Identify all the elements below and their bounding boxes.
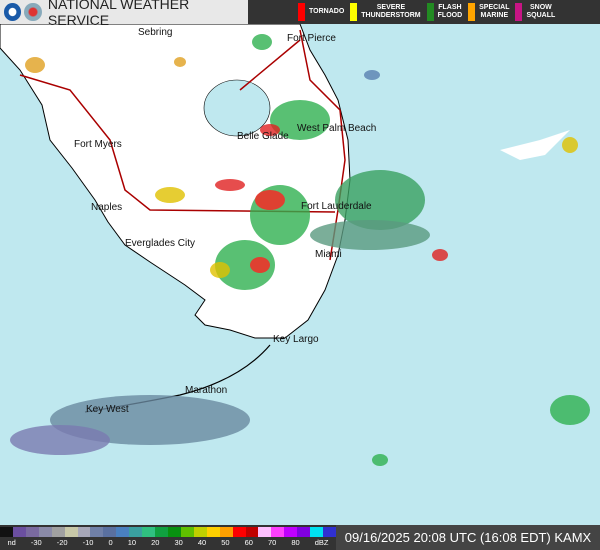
legend-swatch: [0, 527, 13, 537]
nws-logo: [24, 3, 42, 21]
warning-swatch: [468, 3, 476, 21]
legend-swatch: [258, 527, 272, 537]
legend-tick: -10: [82, 538, 94, 547]
legend-tick: 40: [197, 538, 207, 547]
radar-echo: [372, 454, 388, 466]
legend-tick: -30: [30, 538, 42, 547]
dbz-legend: nd -30 -20 -10 0 10 20 30 40 50 60 70 80 dBZ: [0, 525, 336, 550]
radar-echo: [562, 137, 578, 153]
legend-swatch: [245, 527, 259, 537]
city-label: Marathon: [185, 385, 228, 396]
legend-swatch: [129, 527, 143, 537]
city-label: West Palm Beach: [297, 123, 377, 134]
legend-tick: 80: [291, 538, 300, 547]
legend-tick: 30: [174, 538, 183, 547]
legend-tick: 70: [267, 538, 277, 547]
legend-swatch: [116, 527, 130, 537]
legend-swatch: [167, 527, 181, 537]
warning-label: FLASH FLOOD: [437, 4, 463, 19]
city-label: Naples: [91, 202, 123, 213]
legend-swatch: [51, 527, 65, 537]
legend-tick: 50: [221, 538, 230, 547]
legend-swatch: [77, 527, 91, 537]
legend-swatch: [219, 527, 233, 537]
city-label: Fort Myers: [74, 139, 122, 150]
header: NATIONAL WEATHER SERVICE TORNADO SEVERE T…: [0, 0, 600, 28]
legend-swatch: [90, 527, 104, 537]
warning-item: SEVERE THUNDERSTORM: [350, 3, 421, 21]
radar-echo: [25, 57, 45, 73]
warning-item: FLASH FLOOD: [426, 3, 463, 21]
legend-swatch: [64, 527, 78, 537]
radar-echo: [270, 100, 330, 140]
warning-label: SEVERE THUNDERSTORM: [361, 4, 421, 19]
legend-swatch: [103, 527, 117, 537]
legend-tick: -20: [56, 538, 68, 547]
site-title: NATIONAL WEATHER SERVICE: [47, 0, 190, 28]
warning-item: TORNADO: [298, 3, 344, 21]
radar-echoes: [10, 34, 590, 466]
timestamp: 09/16/2025 20:08 UTC (16:08 EDT) KAMX: [336, 525, 600, 550]
radar-echo: [10, 425, 110, 455]
radar-echo: [215, 179, 245, 191]
city-label: Fort Lauderdale: [301, 201, 372, 212]
city-label: Fort Pierce: [287, 33, 336, 44]
radar-echo: [215, 240, 275, 290]
city-label: Belle Glade: [237, 131, 289, 142]
legend-tick: 20: [151, 538, 160, 547]
warning-label: SPECIAL MARINE: [479, 4, 510, 19]
noaa-logo: [4, 3, 22, 21]
legend-swatch: [297, 527, 311, 537]
footer: nd -30 -20 -10 0 10 20 30 40 50 60 70 80 dBZ 09/16/20…: [0, 525, 600, 550]
legend-swatch: [25, 527, 39, 537]
warning-swatch: [426, 3, 434, 21]
warning-label: SNOW SQUALL: [526, 4, 556, 19]
city-label: Sebring: [138, 27, 173, 38]
legend-tick: nd: [7, 538, 16, 547]
lake-okeechobee: [203, 79, 271, 137]
radar-echo: [260, 124, 280, 136]
warning-legend: TORNADO SEVERE THUNDERSTORM FLASH FLOOD SPE…: [248, 0, 600, 24]
bahamas: [500, 130, 570, 160]
legend-tick: 10: [127, 538, 137, 547]
radar-echo: [252, 34, 272, 50]
radar-echo: [550, 395, 590, 425]
city-label: Everglades City: [125, 238, 196, 249]
warning-label: TORNADO: [309, 8, 345, 15]
legend-swatch: [271, 527, 285, 537]
warning-swatch: [298, 3, 305, 21]
legend-swatch: [206, 527, 220, 537]
legend-swatch: [12, 527, 26, 537]
city-label: Key West: [86, 404, 129, 415]
radar-echo: [155, 187, 185, 203]
legend-swatch: [310, 527, 324, 537]
legend-swatch: [323, 527, 336, 537]
warning-swatch: [350, 3, 358, 21]
city-label: Miami: [315, 249, 342, 260]
radar-echo: [364, 70, 380, 80]
radar-echo: [432, 249, 448, 261]
legend-tick: 0: [108, 538, 113, 547]
legend-tick: dBZ: [314, 538, 329, 547]
radar-echo: [255, 190, 285, 210]
legend-swatch: [180, 527, 194, 537]
legend-swatch: [142, 527, 156, 537]
legend-swatch: [232, 527, 246, 537]
radar-echo: [335, 170, 425, 230]
warning-item: SNOW SQUALL: [515, 3, 555, 21]
legend-swatch: [38, 527, 52, 537]
warning-item: SPECIAL MARINE: [468, 3, 509, 21]
radar-echo: [174, 57, 186, 67]
legend-swatch: [284, 527, 298, 537]
highways: [19, 29, 346, 261]
radar-echo: [310, 220, 430, 250]
legend-swatch: [155, 527, 168, 537]
legend-tick: 60: [244, 538, 253, 547]
legend-swatch: [193, 527, 207, 537]
city-label: Key Largo: [273, 334, 319, 345]
radar-echo: [250, 257, 270, 273]
radar-echo: [210, 262, 230, 278]
warning-swatch: [515, 3, 523, 21]
